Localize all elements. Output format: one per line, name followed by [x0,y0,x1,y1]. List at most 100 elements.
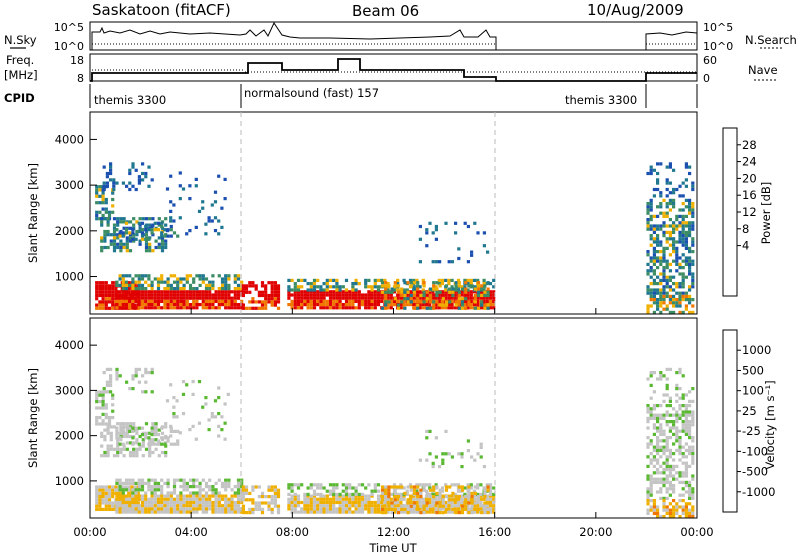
velocity-cell [115,494,119,498]
velocity-cell [684,464,688,468]
power-cell [185,277,189,281]
y-tick-label-3: 4000 [55,132,84,146]
velocity-cell [684,442,688,446]
power-cell [646,253,650,257]
velocity-cell [357,507,361,511]
velocity-cell [675,410,679,414]
power-cell [104,210,108,214]
power-cell [473,306,477,310]
power-cell [98,290,102,294]
power-cell [470,253,474,257]
power-cell [95,284,99,288]
power-cell [652,230,656,234]
power-cell [319,296,323,300]
power-cell [492,303,496,307]
power-cell [140,299,145,303]
power-cell [176,234,180,238]
velocity-cell [109,377,113,381]
power-cell [402,299,406,303]
velocity-cell [364,486,368,490]
velocity-cell [208,504,212,508]
velocity-cell [656,426,660,430]
velocity-cell [303,500,307,505]
power-cell [691,205,695,209]
velocity-cell [101,495,105,499]
velocity-cell [476,510,480,514]
power-cell [691,202,695,206]
velocity-cell [344,510,349,514]
velocity-cell [444,452,448,456]
velocity-cell [656,452,660,456]
velocity-cell [384,495,388,499]
velocity-cell [181,380,186,384]
velocity-cell [137,481,141,485]
velocity-cell [137,367,141,371]
velocity-cell [341,504,345,508]
power-cell [188,184,192,188]
power-cell [233,277,237,281]
velocity-cell [460,511,465,515]
power-cell [409,293,413,298]
power-cell [240,287,244,291]
power-cell [684,230,688,234]
power-cell [406,290,410,294]
power-cell [124,228,129,232]
power-cell [649,294,653,298]
velocity-cell [227,504,231,508]
power-cell [169,303,173,307]
velocity-cell [344,492,349,496]
velocity-cell [646,464,650,468]
velocity-cell [348,494,352,498]
velocity-cell [668,480,672,484]
power-cell [344,296,349,300]
power-cell [668,198,672,202]
power-cell [386,306,390,310]
power-cell [338,288,342,292]
velocity-cell [160,488,164,492]
power-cell [348,293,352,297]
power-cell [144,217,149,221]
power-cell [210,219,214,223]
velocity-cell [224,481,228,485]
velocity-cell [100,454,104,458]
velocity-cell [316,500,320,505]
velocity-cell [476,452,480,456]
power-cell [325,303,329,307]
power-cell [688,211,692,215]
power-cell [479,296,483,300]
velocity-cell [109,425,113,429]
velocity-cell [241,504,245,508]
power-cell [392,299,397,303]
velocity-cell [98,488,102,492]
power-cell [412,287,417,291]
velocity-cell [354,510,358,514]
velocity-cell [156,481,161,485]
power-cell [447,260,451,264]
power-cell [150,283,154,287]
power-cell [105,184,109,188]
velocity-cell [322,500,326,505]
velocity-cell [409,495,413,499]
velocity-cell [137,504,141,508]
velocity-cell [270,485,274,489]
velocity-cell [691,493,695,497]
power-cell [473,287,477,291]
power-cell [160,299,164,303]
velocity-cell [148,438,152,442]
velocity-cell [95,504,99,508]
power-cell [201,299,205,303]
velocity-cell [668,511,672,515]
velocity-cell [357,497,361,501]
velocity-cell [454,495,458,499]
power-cell [412,290,417,294]
velocity-cell [688,493,692,497]
power-cell [111,306,115,310]
power-cell [220,283,225,287]
velocity-cell [236,478,241,482]
velocity-cell [400,504,404,508]
velocity-cell [322,497,326,501]
velocity-cell [360,507,365,511]
velocity-cell [659,455,663,459]
velocity-cell [399,500,403,505]
power-cell [204,277,209,281]
